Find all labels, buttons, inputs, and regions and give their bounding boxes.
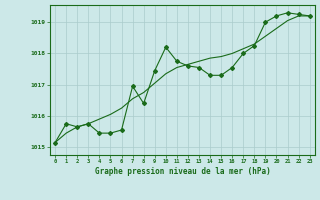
- X-axis label: Graphe pression niveau de la mer (hPa): Graphe pression niveau de la mer (hPa): [94, 167, 270, 176]
